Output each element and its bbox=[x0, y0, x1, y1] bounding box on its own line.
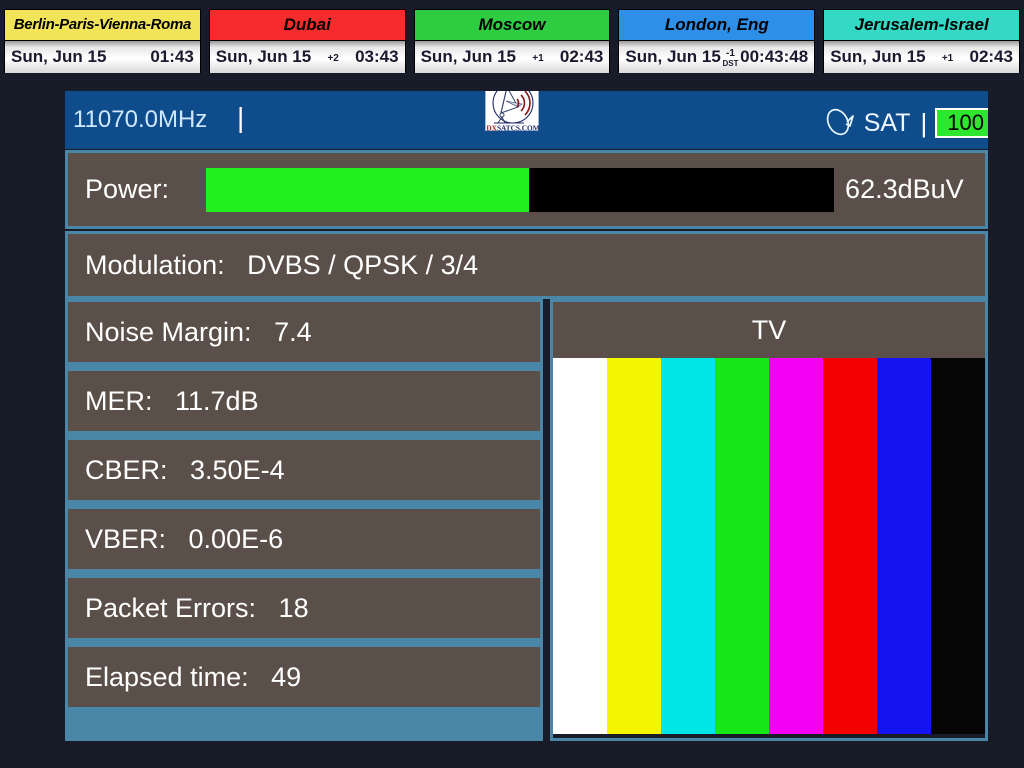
svg-text:DXSATCS.COM: DXSATCS.COM bbox=[486, 124, 539, 133]
